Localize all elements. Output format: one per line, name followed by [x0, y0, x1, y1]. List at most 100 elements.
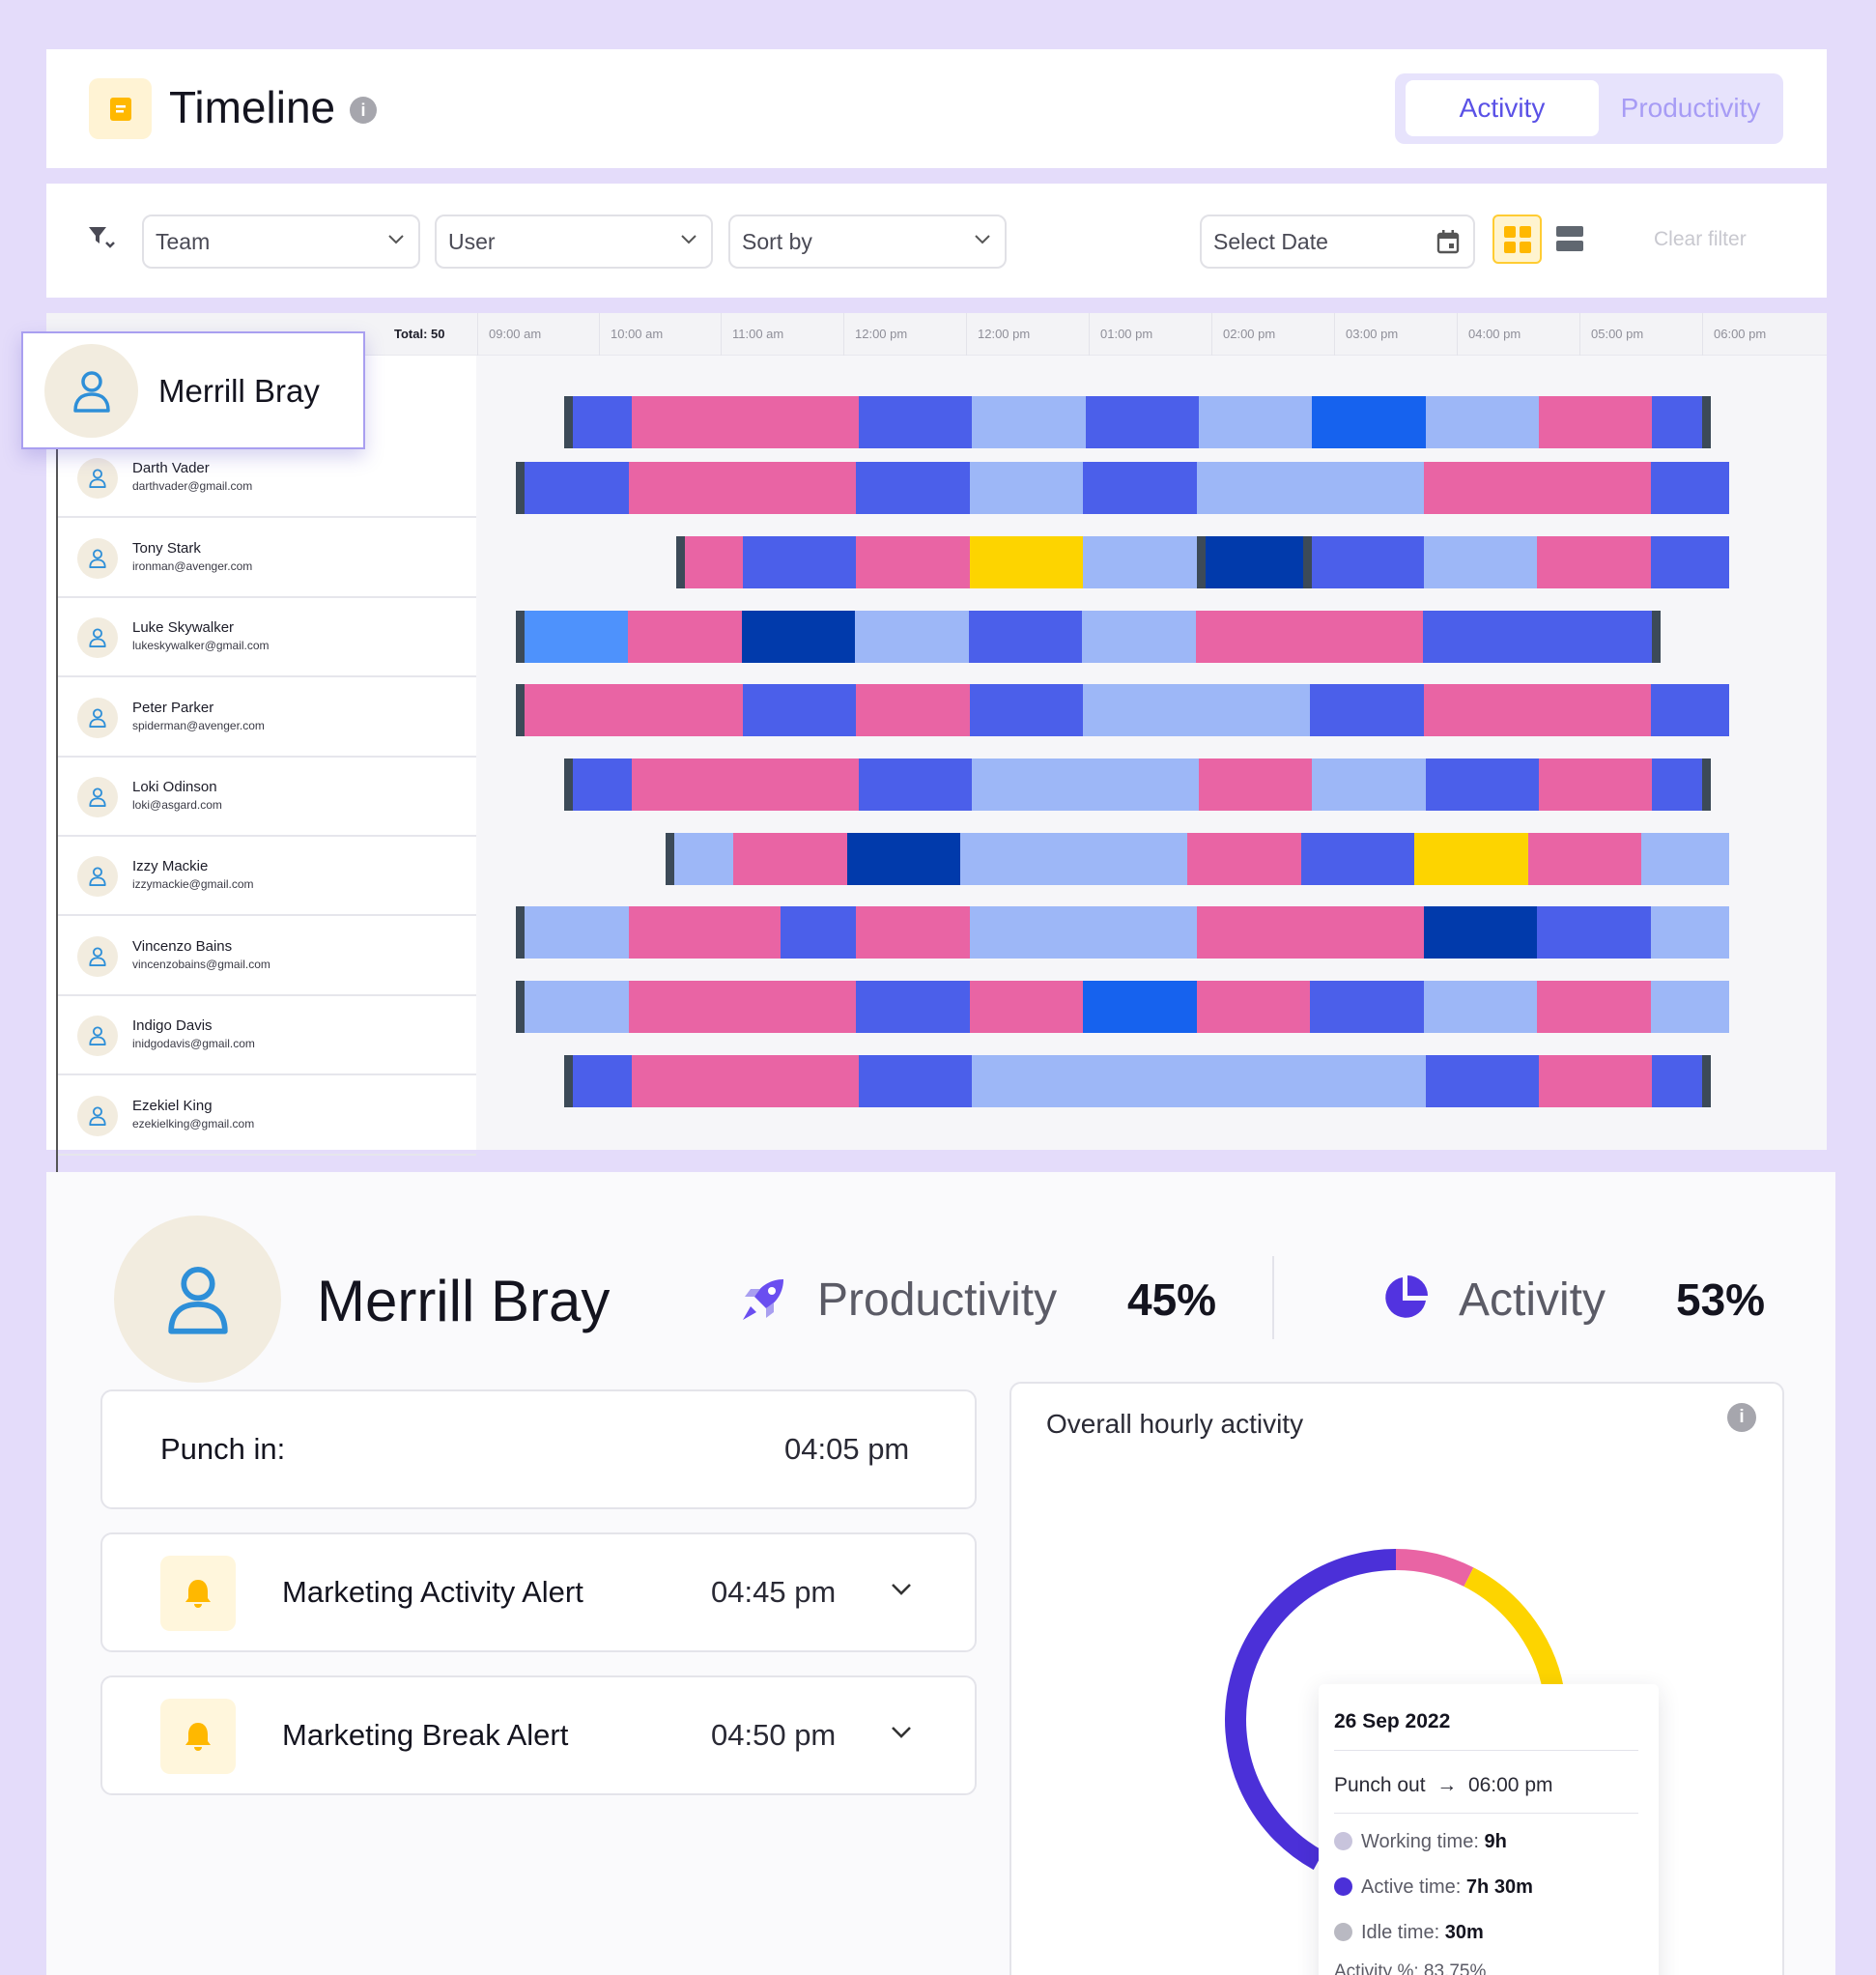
activity-segment[interactable]: [743, 684, 857, 736]
info-icon[interactable]: i: [350, 97, 377, 124]
activity-segment[interactable]: [1197, 462, 1311, 514]
activity-segment[interactable]: [1196, 611, 1310, 663]
activity-segment[interactable]: [1539, 396, 1653, 448]
activity-segment[interactable]: [1310, 981, 1425, 1033]
activity-segment[interactable]: [1083, 536, 1198, 588]
activity-segment[interactable]: [743, 462, 857, 514]
activity-segment[interactable]: [1424, 462, 1538, 514]
user-row[interactable]: Darth Vader darthvader@gmail.com: [58, 439, 476, 518]
activity-segment[interactable]: [970, 981, 1084, 1033]
activity-segment[interactable]: [781, 906, 857, 959]
activity-segment[interactable]: [743, 981, 857, 1033]
grid-view-button[interactable]: [1492, 215, 1542, 264]
activity-segment[interactable]: [856, 684, 971, 736]
activity-segment[interactable]: [1424, 684, 1538, 736]
activity-segment[interactable]: [746, 396, 860, 448]
activity-segment[interactable]: [1310, 684, 1425, 736]
activity-segment[interactable]: [743, 536, 857, 588]
activity-segment[interactable]: [855, 611, 970, 663]
activity-segment[interactable]: [970, 462, 1084, 514]
activity-segment[interactable]: [1424, 536, 1538, 588]
activity-segment[interactable]: [1086, 396, 1200, 448]
activity-segment[interactable]: [1426, 759, 1540, 811]
activity-segment[interactable]: [970, 906, 1084, 959]
activity-segment[interactable]: [629, 981, 744, 1033]
activity-segment[interactable]: [1651, 536, 1729, 588]
info-icon[interactable]: i: [1727, 1403, 1756, 1432]
activity-segment[interactable]: [1423, 611, 1537, 663]
activity-segment[interactable]: [743, 906, 782, 959]
activity-segment[interactable]: [1206, 536, 1304, 588]
sort-select[interactable]: Sort by: [728, 215, 1007, 269]
activity-segment[interactable]: [1187, 833, 1302, 885]
activity-segment[interactable]: [1312, 759, 1427, 811]
activity-segment[interactable]: [573, 759, 633, 811]
chevron-down-icon[interactable]: [891, 1583, 912, 1596]
activity-segment[interactable]: [960, 833, 1075, 885]
activity-segment[interactable]: [1537, 981, 1652, 1033]
activity-segment[interactable]: [632, 396, 747, 448]
activity-segment[interactable]: [1074, 833, 1188, 885]
activity-segment[interactable]: [1651, 906, 1729, 959]
activity-segment[interactable]: [1083, 906, 1198, 959]
activity-segment[interactable]: [1083, 684, 1198, 736]
activity-segment[interactable]: [733, 833, 848, 885]
activity-segment[interactable]: [1414, 833, 1529, 885]
activity-segment[interactable]: [525, 981, 630, 1033]
activity-segment[interactable]: [856, 981, 971, 1033]
activity-segment[interactable]: [856, 462, 971, 514]
activity-segment[interactable]: [1536, 611, 1653, 663]
team-select[interactable]: Team: [142, 215, 420, 269]
user-row[interactable]: Vincenzo Bains vincenzobains@gmail.com: [58, 917, 476, 996]
activity-segment[interactable]: [1199, 396, 1313, 448]
activity-segment[interactable]: [1309, 611, 1424, 663]
activity-segment[interactable]: [969, 611, 1083, 663]
activity-segment[interactable]: [1528, 833, 1642, 885]
activity-segment[interactable]: [746, 759, 860, 811]
activity-segment[interactable]: [632, 759, 747, 811]
activity-segment[interactable]: [1312, 1055, 1427, 1107]
tab-productivity[interactable]: Productivity: [1620, 93, 1761, 123]
activity-segment[interactable]: [525, 611, 629, 663]
activity-segment[interactable]: [573, 396, 633, 448]
tab-activity[interactable]: Activity: [1406, 80, 1599, 136]
activity-segment[interactable]: [859, 1055, 973, 1107]
activity-segment[interactable]: [1537, 684, 1652, 736]
activity-segment[interactable]: [525, 906, 630, 959]
activity-segment[interactable]: [1537, 906, 1652, 959]
activity-segment[interactable]: [1652, 759, 1703, 811]
activity-segment[interactable]: [525, 684, 630, 736]
activity-segment[interactable]: [1086, 759, 1200, 811]
activity-segment[interactable]: [742, 611, 856, 663]
activity-segment[interactable]: [859, 759, 973, 811]
chevron-down-icon[interactable]: [891, 1726, 912, 1739]
activity-segment[interactable]: [1312, 396, 1427, 448]
user-row[interactable]: Indigo Davis inidgodavis@gmail.com: [58, 996, 476, 1075]
user-row[interactable]: Luke Skywalker lukeskywalker@gmail.com: [58, 598, 476, 677]
activity-segment[interactable]: [629, 684, 744, 736]
activity-segment[interactable]: [1426, 396, 1540, 448]
filter-icon[interactable]: [87, 224, 116, 251]
activity-segment[interactable]: [1651, 462, 1729, 514]
activity-segment[interactable]: [859, 396, 973, 448]
activity-segment[interactable]: [1641, 833, 1729, 885]
user-select[interactable]: User: [435, 215, 713, 269]
activity-segment[interactable]: [525, 462, 630, 514]
activity-segment[interactable]: [1652, 396, 1703, 448]
alert-card[interactable]: Marketing Activity Alert 04:45 pm: [100, 1532, 977, 1652]
activity-segment[interactable]: [1652, 1055, 1703, 1107]
activity-segment[interactable]: [1424, 906, 1538, 959]
activity-segment[interactable]: [1199, 1055, 1313, 1107]
activity-segment[interactable]: [972, 396, 1087, 448]
clear-filter-button[interactable]: Clear filter: [1654, 228, 1747, 250]
activity-segment[interactable]: [1197, 906, 1311, 959]
activity-segment[interactable]: [1083, 462, 1198, 514]
user-row[interactable]: Tony Stark ironman@avenger.com: [58, 519, 476, 598]
activity-segment[interactable]: [632, 1055, 747, 1107]
donut-segment[interactable]: [1395, 1549, 1474, 1588]
donut-segment[interactable]: [1464, 1567, 1566, 1702]
activity-segment[interactable]: [1082, 611, 1197, 663]
activity-segment[interactable]: [573, 1055, 633, 1107]
list-view-button[interactable]: [1555, 224, 1584, 253]
user-row[interactable]: Loki Odinson loki@asgard.com: [58, 758, 476, 837]
